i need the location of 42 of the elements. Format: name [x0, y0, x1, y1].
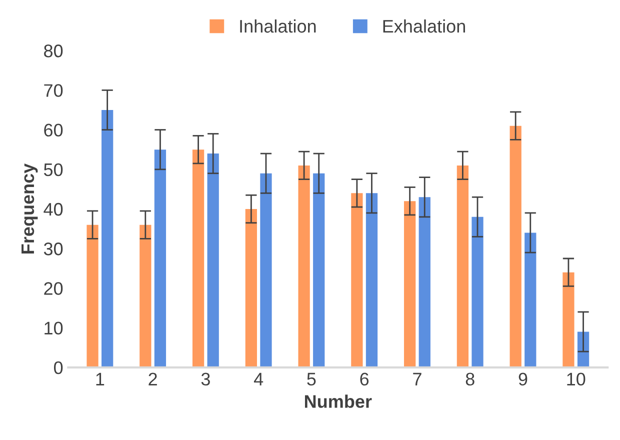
legend-label: Inhalation — [240, 19, 316, 33]
x-tick-label: 3 — [201, 372, 210, 386]
y-tick-label: 0 — [54, 361, 63, 374]
bar — [510, 126, 522, 368]
x-tick-label: 9 — [518, 372, 528, 386]
x-tick-label: 4 — [254, 372, 264, 386]
bar — [562, 272, 574, 368]
x-tick-label: 10 — [567, 372, 586, 386]
y-axis-title: Frequency — [22, 163, 38, 254]
bar — [86, 224, 98, 368]
bar — [102, 110, 114, 368]
bar — [260, 173, 272, 368]
bar — [313, 173, 325, 368]
bar — [404, 201, 416, 368]
y-tick-label: 80 — [44, 44, 63, 58]
y-tick-label: 60 — [44, 124, 63, 137]
x-tick-label: 8 — [466, 372, 474, 386]
y-tick-label: 10 — [44, 322, 63, 335]
y-tick-label: 40 — [44, 202, 63, 216]
x-axis-title: Number — [305, 394, 372, 408]
bar — [140, 224, 152, 368]
legend-label: Exhalation — [383, 19, 465, 33]
x-tick-label: 6 — [360, 372, 369, 386]
bar — [456, 165, 469, 368]
bar — [245, 209, 257, 368]
bar — [298, 165, 310, 368]
bar — [366, 193, 378, 368]
bar — [351, 193, 363, 368]
y-tick-label: 30 — [44, 242, 63, 256]
x-tick-label: 5 — [307, 372, 316, 386]
x-tick-label: 1 — [96, 372, 104, 386]
bar — [524, 232, 536, 368]
bar — [418, 197, 430, 368]
x-tick-label: 2 — [148, 372, 157, 386]
bar — [207, 154, 219, 368]
bar — [192, 150, 204, 368]
x-tick-label: 7 — [413, 372, 422, 386]
bar — [154, 150, 166, 368]
bar — [472, 216, 484, 368]
y-tick-label: 70 — [44, 84, 63, 97]
y-tick-label: 50 — [44, 163, 63, 176]
y-tick-label: 20 — [44, 282, 63, 295]
